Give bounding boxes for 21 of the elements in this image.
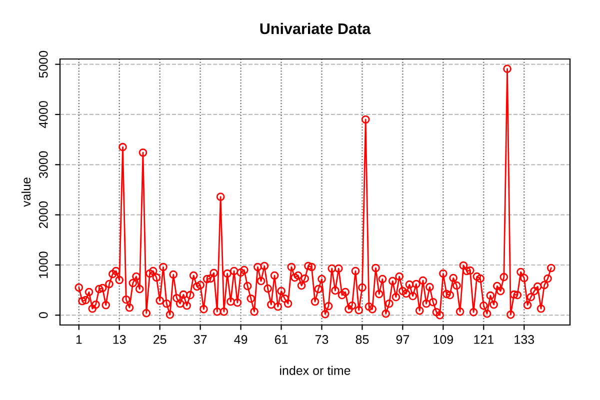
x-tick-label: 61 [274, 335, 288, 344]
x-tick-label: 133 [514, 335, 534, 344]
x-tick-label: 121 [474, 335, 494, 344]
y-tick-label: 0 [38, 312, 48, 318]
x-tick-label: 1 [76, 335, 82, 344]
x-tick-label: 25 [154, 335, 166, 344]
x-axis-title: index or time [280, 366, 350, 375]
y-tick-label: 2000 [38, 201, 48, 228]
x-tick-label: 85 [356, 335, 369, 344]
x-tick-label: 37 [194, 335, 207, 344]
chart-title: Univariate Data [260, 22, 371, 34]
y-tick-label: 1000 [38, 252, 48, 278]
y-axis-title: value [21, 178, 31, 207]
y-tick-label: 3000 [38, 151, 48, 178]
x-tick-label: 73 [315, 335, 328, 344]
x-tick-label: 109 [434, 335, 454, 344]
y-tick-label: 4000 [38, 101, 48, 128]
x-tick-label: 97 [396, 335, 410, 344]
x-tick-label: 49 [234, 335, 248, 344]
x-tick-label: 13 [113, 335, 126, 344]
y-tick-label: 5000 [38, 50, 48, 78]
